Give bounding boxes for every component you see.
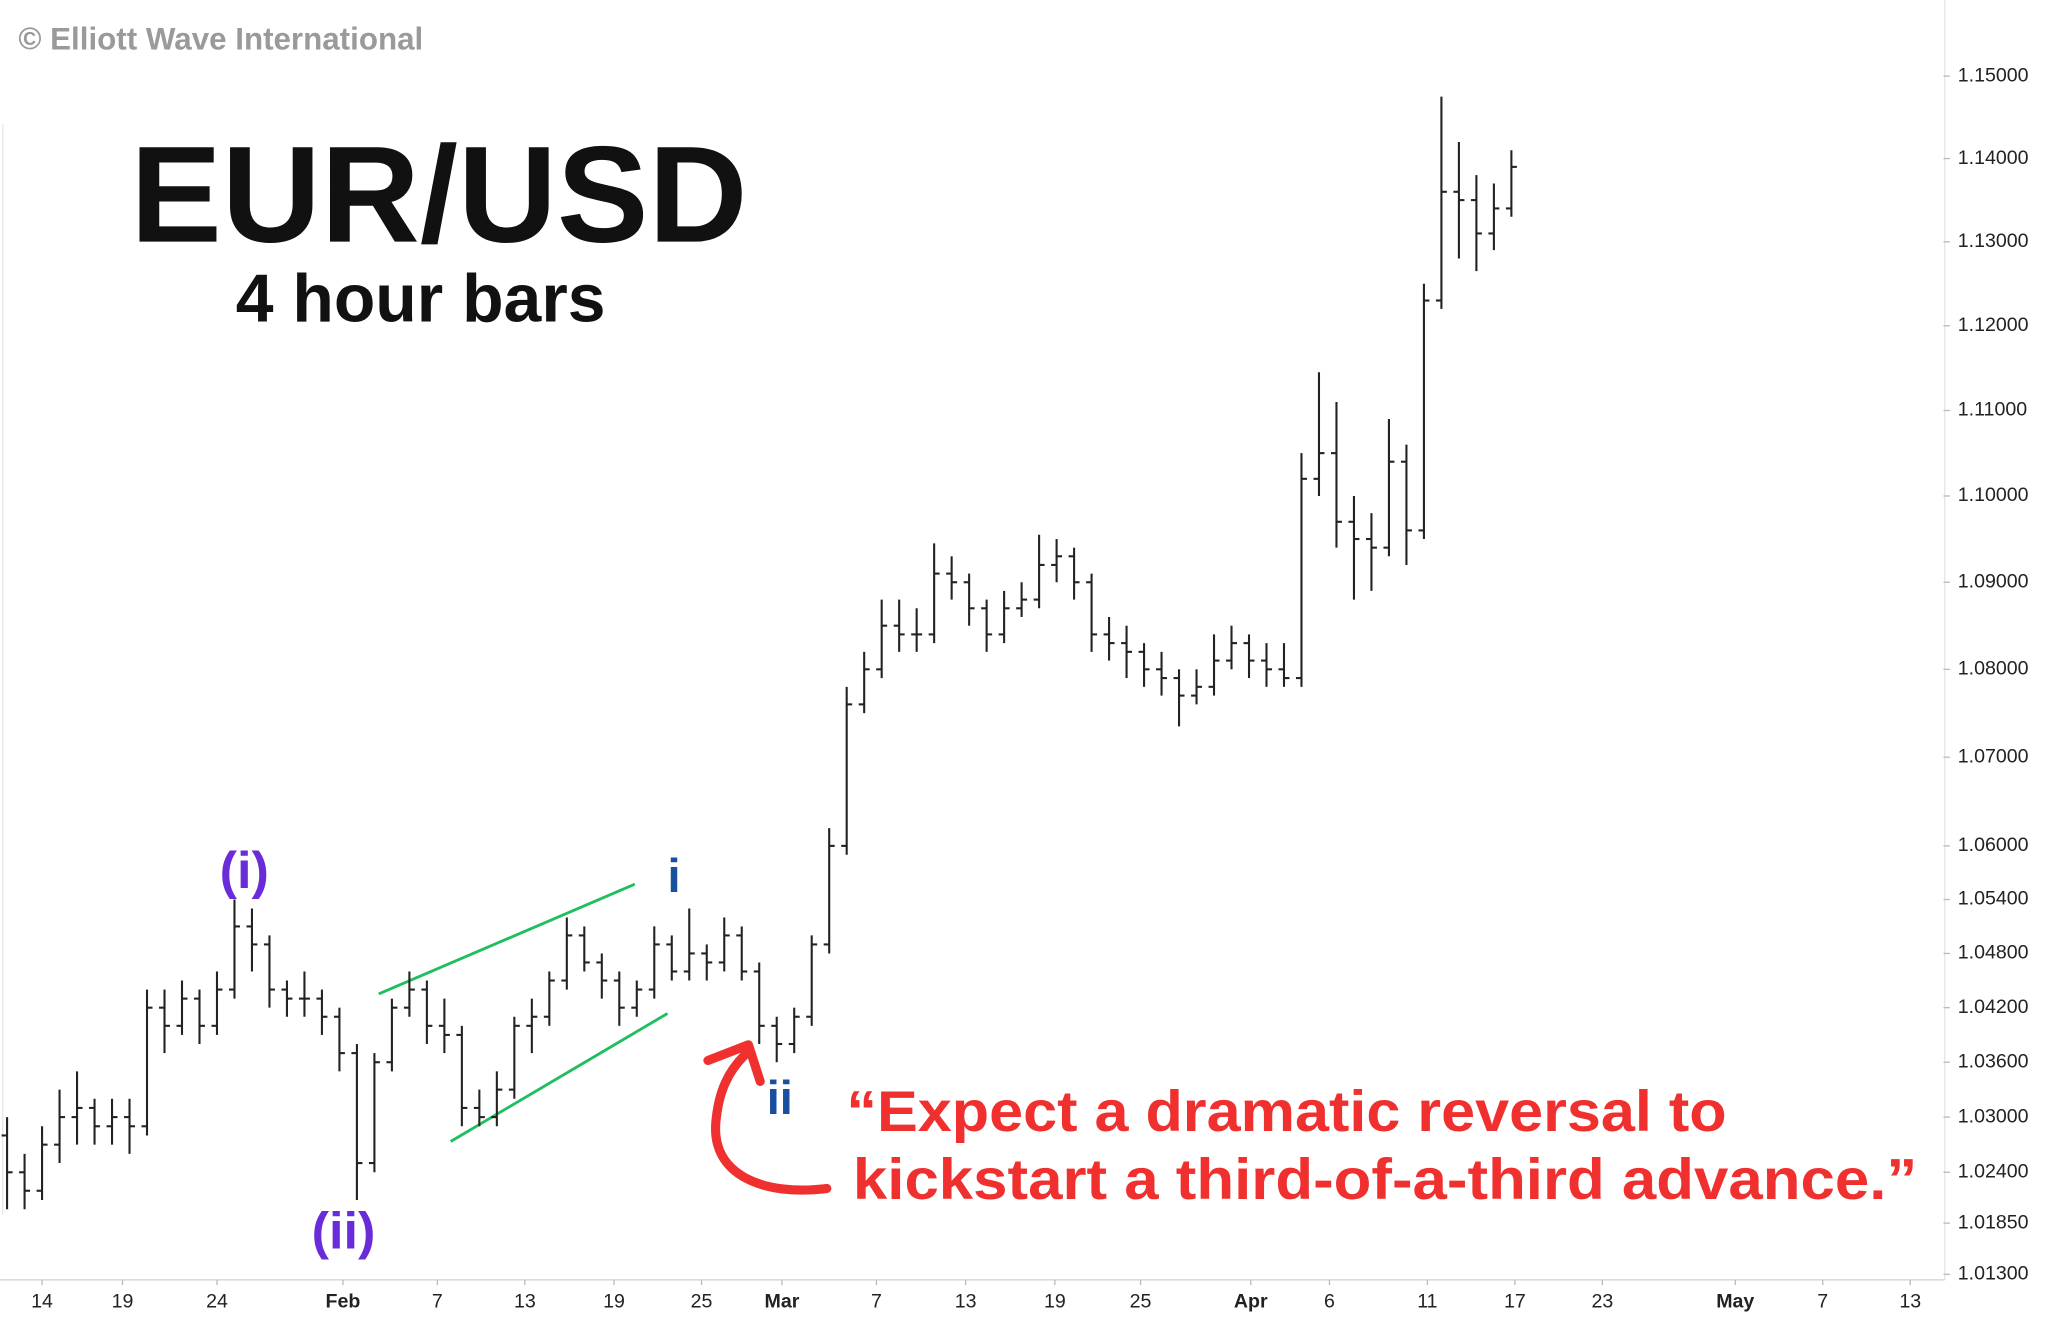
x-tick-label: Feb: [326, 1290, 361, 1312]
x-tick-label: 7: [1817, 1290, 1828, 1312]
x-tick-label: Mar: [765, 1290, 800, 1312]
x-tick-label: 19: [112, 1290, 134, 1312]
y-tick-label: 1.13000: [1958, 230, 2029, 252]
x-tick-label: 25: [1130, 1290, 1152, 1312]
y-tick-label: 1.03000: [1958, 1105, 2029, 1127]
watermark: © Elliott Wave International: [18, 22, 423, 57]
y-tick-label: 1.09000: [1958, 570, 2029, 592]
chart-subtitle: 4 hour bars: [236, 261, 606, 336]
wave-label: (ii): [312, 1203, 376, 1261]
quote-text: “Expect a dramatic reversal to: [846, 1080, 1726, 1144]
x-tick-label: 19: [603, 1290, 625, 1312]
x-tick-label: 14: [31, 1290, 53, 1312]
y-tick-label: 1.04800: [1958, 942, 2029, 964]
x-tick-label: 7: [432, 1290, 443, 1312]
channel-upper-line: [378, 882, 636, 996]
y-tick-label: 1.05400: [1958, 888, 2029, 910]
x-tick-label: Apr: [1234, 1290, 1268, 1312]
wave-label: ii: [767, 1071, 793, 1124]
arrow-curve: [711, 1050, 832, 1195]
wave-label: i: [667, 849, 680, 902]
y-tick-label: 1.03600: [1958, 1050, 2029, 1072]
wave-label: (i): [220, 842, 269, 900]
y-tick-label: 1.15000: [1958, 64, 2029, 86]
arrow-head: [703, 1040, 765, 1086]
x-tick-label: 11: [1417, 1290, 1437, 1312]
x-tick-label: 13: [955, 1290, 977, 1312]
x-tick-label: May: [1716, 1290, 1754, 1312]
y-tick-label: 1.02400: [1958, 1160, 2029, 1182]
x-tick-label: 24: [206, 1290, 228, 1312]
channel-lower-line: [449, 1012, 669, 1143]
y-tick-label: 1.08000: [1958, 657, 2029, 679]
quote-text: kickstart a third-of-a-third advance.”: [853, 1148, 1917, 1212]
y-tick-label: 1.01300: [1958, 1262, 2029, 1284]
chart-title: EUR/USD: [130, 119, 747, 272]
y-tick-label: 1.07000: [1958, 745, 2029, 767]
y-tick-label: 1.04200: [1958, 996, 2029, 1018]
x-tick-label: 23: [1591, 1290, 1613, 1312]
x-tick-label: 13: [514, 1290, 536, 1312]
y-tick-label: 1.14000: [1958, 147, 2029, 169]
y-tick-label: 1.11000: [1958, 399, 2027, 421]
y-tick-label: 1.06000: [1958, 834, 2029, 856]
x-tick-label: 19: [1044, 1290, 1066, 1312]
price-bars: [1, 96, 1517, 1210]
y-tick-label: 1.10000: [1958, 484, 2029, 506]
y-tick-label: 1.01850: [1958, 1211, 2029, 1233]
x-tick-label: 25: [691, 1290, 713, 1312]
x-tick-label: 6: [1324, 1290, 1335, 1312]
y-tick-label: 1.12000: [1958, 314, 2029, 336]
x-tick-label: 17: [1504, 1290, 1526, 1312]
x-tick-label: 7: [871, 1290, 882, 1312]
x-tick-label: 13: [1899, 1290, 1921, 1312]
